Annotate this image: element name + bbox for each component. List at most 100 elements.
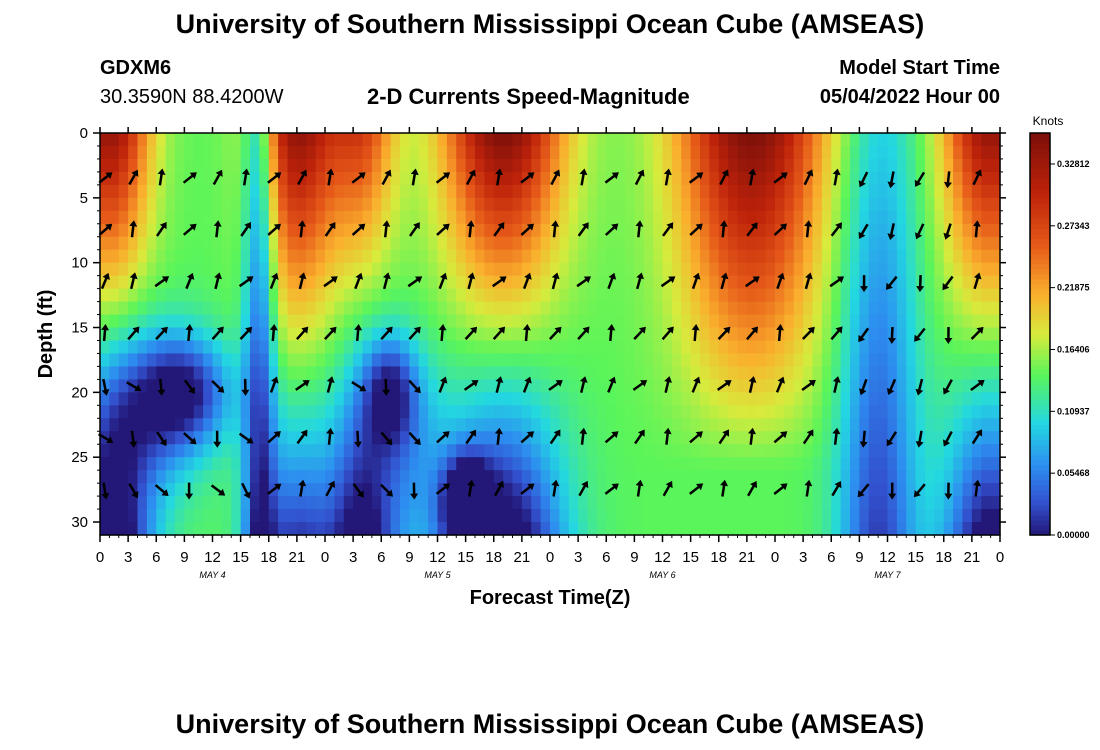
current-vector bbox=[297, 169, 307, 186]
heat-cell bbox=[250, 444, 260, 458]
heat-cell bbox=[728, 457, 739, 471]
heat-cell bbox=[353, 444, 364, 458]
heat-cell bbox=[850, 483, 860, 497]
heat-cell bbox=[896, 522, 907, 536]
heat-cell bbox=[521, 197, 532, 212]
heat-cell bbox=[934, 405, 945, 419]
heat-cell bbox=[746, 301, 757, 316]
heat-cell bbox=[775, 496, 785, 510]
heat-cell bbox=[934, 197, 945, 212]
heat-cell bbox=[446, 353, 457, 368]
heat-cell bbox=[343, 133, 354, 147]
heat-cell bbox=[540, 158, 551, 173]
heat-cell bbox=[456, 171, 467, 186]
heat-cell bbox=[728, 470, 739, 484]
heat-cell bbox=[400, 262, 410, 277]
heat-cell bbox=[446, 366, 457, 380]
heat-cell bbox=[634, 470, 645, 484]
heat-cell bbox=[803, 301, 814, 316]
heat-cell bbox=[728, 392, 739, 406]
heat-cell bbox=[812, 340, 823, 355]
heat-cell bbox=[221, 133, 232, 147]
heat-cell bbox=[831, 405, 842, 419]
heat-cell bbox=[971, 288, 982, 303]
current-vector bbox=[832, 168, 841, 186]
heat-cell bbox=[531, 288, 542, 303]
heat-cell bbox=[540, 431, 551, 445]
heat-cell bbox=[343, 483, 354, 497]
heat-cell bbox=[625, 470, 635, 484]
heat-cell bbox=[793, 158, 804, 173]
heat-cell bbox=[643, 197, 654, 212]
heat-cell bbox=[981, 236, 992, 251]
heat-cell bbox=[681, 223, 692, 238]
heat-cell bbox=[981, 340, 992, 355]
heat-cell bbox=[653, 392, 664, 406]
heat-cell bbox=[278, 236, 289, 251]
x-tick-label: 9 bbox=[180, 549, 188, 566]
heat-cell bbox=[868, 444, 879, 458]
heat-cell bbox=[353, 405, 364, 419]
heat-cell bbox=[756, 431, 767, 445]
heat-cell bbox=[212, 444, 223, 458]
heat-cell bbox=[381, 158, 392, 173]
heat-cell bbox=[775, 158, 785, 173]
heat-cell bbox=[606, 496, 617, 510]
heat-cell bbox=[887, 301, 898, 316]
heat-cell bbox=[700, 327, 710, 342]
heat-cell bbox=[175, 496, 185, 510]
heat-cell bbox=[700, 133, 710, 147]
heat-cell bbox=[371, 288, 382, 303]
heat-cell bbox=[353, 522, 364, 536]
heat-cell bbox=[812, 171, 823, 186]
chart-subtitle: 2-D Currents Speed-Magnitude bbox=[367, 84, 690, 109]
heat-cell bbox=[146, 379, 157, 393]
heat-cell bbox=[231, 197, 242, 212]
heat-cell bbox=[765, 236, 776, 251]
heat-cell bbox=[456, 366, 467, 380]
heat-cell bbox=[493, 210, 504, 225]
heat-cell bbox=[250, 405, 260, 419]
current-vector bbox=[776, 324, 784, 342]
heat-cell bbox=[512, 496, 523, 510]
heat-cell bbox=[212, 522, 223, 536]
heat-cell bbox=[840, 171, 851, 186]
heat-cell bbox=[193, 133, 204, 147]
heat-cell bbox=[503, 171, 514, 186]
heat-cell bbox=[146, 301, 157, 316]
heat-cell bbox=[896, 340, 907, 355]
heat-cell bbox=[306, 301, 317, 316]
heat-cell bbox=[175, 405, 185, 419]
heat-cell bbox=[578, 522, 589, 536]
heat-cell bbox=[512, 509, 523, 523]
current-vector bbox=[604, 483, 619, 495]
heat-cell bbox=[681, 496, 692, 510]
heat-cell bbox=[643, 249, 654, 264]
heat-cell bbox=[971, 353, 982, 368]
current-vector bbox=[382, 378, 391, 396]
heat-cell bbox=[925, 457, 935, 471]
heat-cell bbox=[662, 496, 673, 510]
heat-cell bbox=[250, 353, 260, 368]
heat-cell bbox=[156, 133, 167, 147]
heat-cell bbox=[456, 301, 467, 316]
heat-cell bbox=[118, 262, 129, 277]
heat-cell bbox=[456, 223, 467, 238]
heat-cell bbox=[962, 444, 973, 458]
heat-cell bbox=[362, 275, 373, 290]
heat-cell bbox=[456, 418, 467, 432]
heat-cell bbox=[268, 470, 279, 484]
heat-cell bbox=[362, 301, 373, 316]
heat-cell bbox=[437, 184, 448, 199]
heat-cell bbox=[746, 418, 757, 432]
heat-cell bbox=[868, 158, 879, 173]
heat-cell bbox=[306, 275, 317, 290]
current-vector bbox=[438, 324, 447, 342]
heat-cell bbox=[428, 379, 439, 393]
heat-cell bbox=[756, 262, 767, 277]
heat-cell bbox=[634, 457, 645, 471]
heat-cell bbox=[400, 275, 410, 290]
heat-cell bbox=[521, 470, 532, 484]
heat-cell bbox=[718, 236, 729, 251]
heat-cell bbox=[343, 275, 354, 290]
